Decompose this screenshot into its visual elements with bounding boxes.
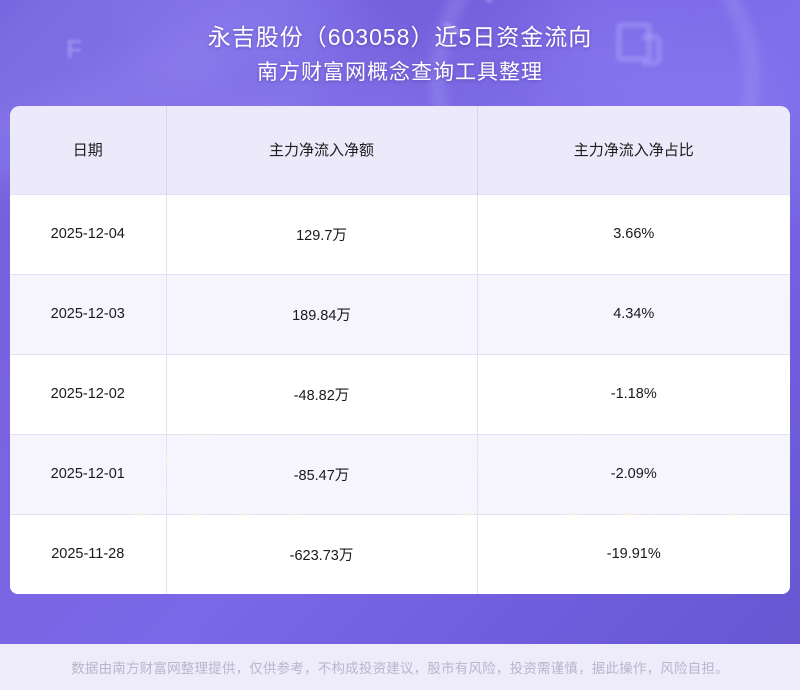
table-header-row: 日期 主力净流入净额 主力净流入净占比 <box>10 106 790 194</box>
table-body: 2025-12-04 129.7万 3.66% 2025-12-03 189.8… <box>10 193 790 594</box>
cell-ratio: -1.18% <box>477 353 790 434</box>
cell-ratio: -2.09% <box>477 433 790 514</box>
cell-amount: -85.47万 <box>166 433 478 514</box>
page-title: 永吉股份（603058）近5日资金流向 <box>207 24 593 50</box>
cell-date: 2025-12-03 <box>10 273 167 354</box>
cell-amount: -48.82万 <box>166 353 478 434</box>
table-row: 2025-12-03 189.84万 4.34% <box>10 273 790 354</box>
column-header-amount: 主力净流入净额 <box>166 106 478 194</box>
table-row: 2025-12-04 129.7万 3.66% <box>10 193 790 274</box>
cell-amount: 129.7万 <box>166 193 478 274</box>
cell-ratio: -19.91% <box>477 513 790 594</box>
cell-ratio: 4.34% <box>477 273 790 354</box>
cell-date: 2025-11-28 <box>10 513 167 594</box>
table-row: 2025-11-28 -623.73万 -19.91% <box>10 513 790 594</box>
header-titles: 永吉股份（603058）近5日资金流向 南方财富网概念查询工具整理 <box>0 0 800 88</box>
data-table-card: 南方财富网 Southmoney.com 日期 主力净流入净额 主力净流入净占比… <box>10 106 790 594</box>
column-header-date: 日期 <box>10 106 167 194</box>
table-row: 2025-12-01 -85.47万 -2.09% <box>10 433 790 514</box>
fund-flow-table: 日期 主力净流入净额 主力净流入净占比 2025-12-04 129.7万 3.… <box>10 106 790 594</box>
cell-amount: 189.84万 <box>166 273 478 354</box>
table-header: 日期 主力净流入净额 主力净流入净占比 <box>10 106 790 194</box>
column-header-ratio: 主力净流入净占比 <box>477 106 790 194</box>
footer-disclaimer-bar: 数据由南方财富网整理提供，仅供参考，不构成投资建议，股市有风险，投资需谨慎，据此… <box>0 644 800 690</box>
disclaimer-text: 数据由南方财富网整理提供，仅供参考，不构成投资建议，股市有风险，投资需谨慎，据此… <box>71 661 729 676</box>
cell-date: 2025-12-04 <box>10 193 167 274</box>
page-subtitle: 南方财富网概念查询工具整理 <box>257 61 543 84</box>
cell-date: 2025-12-02 <box>10 353 167 434</box>
table-row: 2025-12-02 -48.82万 -1.18% <box>10 353 790 434</box>
cell-date: 2025-12-01 <box>10 433 167 514</box>
cell-amount: -623.73万 <box>166 513 478 594</box>
cell-ratio: 3.66% <box>477 193 790 274</box>
